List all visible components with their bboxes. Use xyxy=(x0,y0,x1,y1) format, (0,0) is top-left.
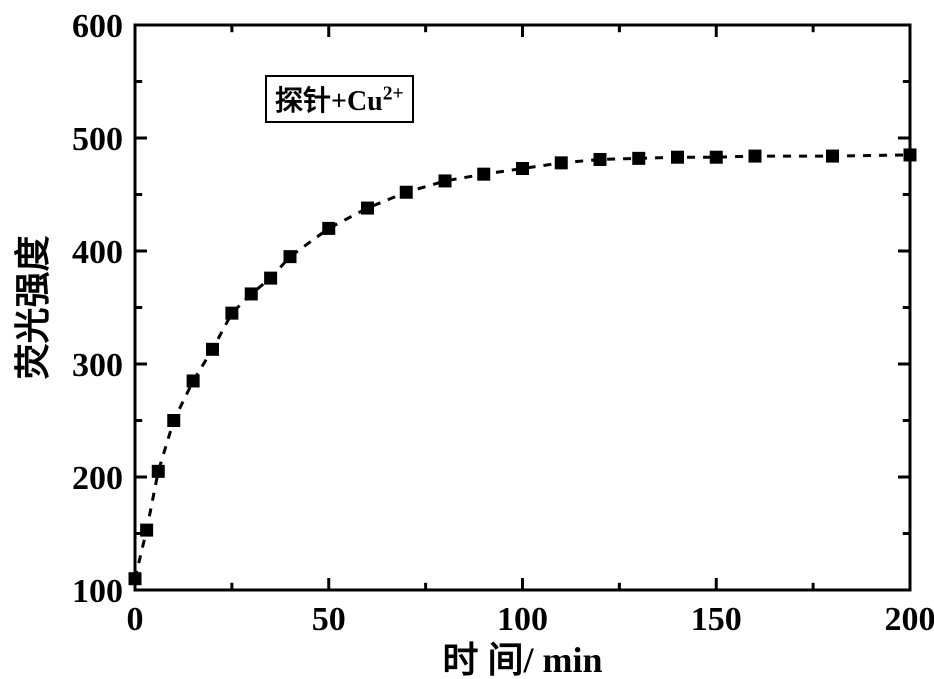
series-marker xyxy=(633,152,645,164)
y-tick-label: 200 xyxy=(72,460,123,497)
series-marker xyxy=(226,307,238,319)
plot-frame xyxy=(135,25,910,590)
y-axis-label: 荧光强度 xyxy=(13,235,53,379)
x-axis-label: 时 间/ min xyxy=(442,640,602,679)
series-marker xyxy=(168,415,180,427)
chart-svg: 0 50 100 150 200 100 200 300 400 500 600 时 间/ min 荧光… xyxy=(0,0,934,679)
legend-label-base: 探针+Cu xyxy=(275,86,383,117)
series-line xyxy=(135,155,910,579)
series-marker xyxy=(439,175,451,187)
series-marker xyxy=(265,272,277,284)
series-marker xyxy=(245,288,257,300)
y-tick-label: 400 xyxy=(72,234,123,271)
series-marker xyxy=(187,375,199,387)
series-marker xyxy=(749,150,761,162)
y-tick-label: 100 xyxy=(72,573,123,610)
x-tick-label: 100 xyxy=(497,601,548,638)
x-tick-label: 50 xyxy=(312,601,346,638)
x-tick-label: 0 xyxy=(127,601,144,638)
legend: 探针+Cu2+ xyxy=(265,75,414,123)
series-marker xyxy=(594,153,606,165)
series-marker xyxy=(362,202,374,214)
series-marker xyxy=(284,251,296,263)
series-marker xyxy=(827,150,839,162)
x-tick-label: 150 xyxy=(691,601,742,638)
y-tick-label: 600 xyxy=(72,8,123,45)
series-marker xyxy=(904,149,916,161)
series-marker xyxy=(710,151,722,163)
series-marker xyxy=(152,465,164,477)
series-marker xyxy=(323,222,335,234)
series-marker xyxy=(517,163,529,175)
y-tick-label: 500 xyxy=(72,121,123,158)
chart-container: 0 50 100 150 200 100 200 300 400 500 600 时 间/ min 荧光… xyxy=(0,0,934,679)
series-marker xyxy=(129,573,141,585)
series-marker xyxy=(672,151,684,163)
y-tick-label: 300 xyxy=(72,347,123,384)
legend-label-sup: 2+ xyxy=(383,84,404,105)
series-marker xyxy=(141,524,153,536)
series-marker xyxy=(555,157,567,169)
x-tick-label: 200 xyxy=(885,601,934,638)
series-marker xyxy=(400,186,412,198)
series-marker xyxy=(478,168,490,180)
series-marker xyxy=(207,343,219,355)
